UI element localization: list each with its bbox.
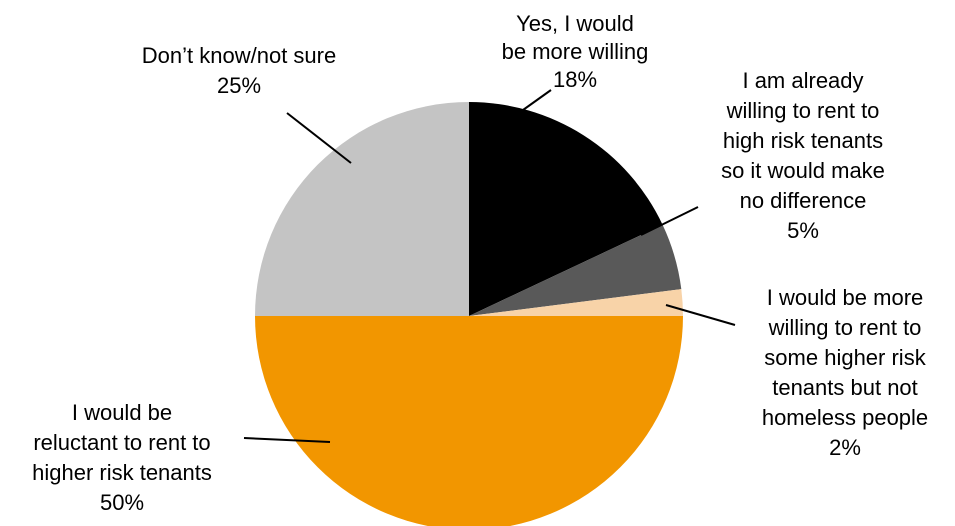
slice-label-line: reluctant to rent to bbox=[33, 430, 210, 455]
slice-label-3: I would be reluctant to rent to higher ris… bbox=[32, 400, 212, 515]
slice-percent-label: 18% bbox=[553, 67, 597, 92]
slice-label-line: no difference bbox=[740, 188, 867, 213]
slice-labels: Yes, I would be more willing 18% I am alrea… bbox=[32, 11, 928, 515]
slice-label-line: I would be more bbox=[767, 285, 924, 310]
pie-slice-0 bbox=[469, 102, 663, 316]
leader-line-3 bbox=[243, 437, 331, 443]
leader-line-0 bbox=[522, 89, 552, 111]
slice-label-line: some higher risk bbox=[764, 345, 926, 370]
slice-label-line: Don’t know/not sure bbox=[142, 43, 336, 68]
slice-percent-label: 25% bbox=[217, 73, 261, 98]
slice-label-1: I am already willing to rent to high risk … bbox=[721, 68, 885, 243]
slice-label-line: higher risk tenants bbox=[32, 460, 212, 485]
pie-slice-2 bbox=[469, 289, 683, 316]
slice-label-line: willing to rent to bbox=[768, 315, 922, 340]
leader-lines bbox=[243, 89, 736, 443]
slice-percent-label: 5% bbox=[787, 218, 819, 243]
slice-label-line: so it would make bbox=[721, 158, 885, 183]
leader-line-2 bbox=[665, 304, 736, 326]
slice-label-line: Yes, I would bbox=[516, 11, 634, 36]
slice-label-0: Yes, I would be more willing 18% bbox=[502, 11, 649, 92]
slice-percent-label: 2% bbox=[829, 435, 861, 460]
pie-slices bbox=[255, 102, 683, 526]
slice-label-line: high risk tenants bbox=[723, 128, 883, 153]
pie-slice-4 bbox=[255, 102, 469, 316]
slice-label-line: I would be bbox=[72, 400, 172, 425]
slice-label-2: I would be more willing to rent to some hi… bbox=[762, 285, 928, 460]
slice-percent-label: 50% bbox=[100, 490, 144, 515]
slice-label-line: homeless people bbox=[762, 405, 928, 430]
leader-line-1 bbox=[640, 206, 699, 236]
slice-label-4: Don’t know/not sure 25% bbox=[142, 43, 336, 98]
slice-label-line: willing to rent to bbox=[726, 98, 880, 123]
leader-line-4 bbox=[286, 112, 352, 164]
slice-label-line: I am already bbox=[742, 68, 863, 93]
pie-slice-3 bbox=[255, 316, 683, 526]
slice-label-line: be more willing bbox=[502, 39, 649, 64]
slice-label-line: tenants but not bbox=[772, 375, 918, 400]
pie-slice-1 bbox=[469, 224, 682, 316]
